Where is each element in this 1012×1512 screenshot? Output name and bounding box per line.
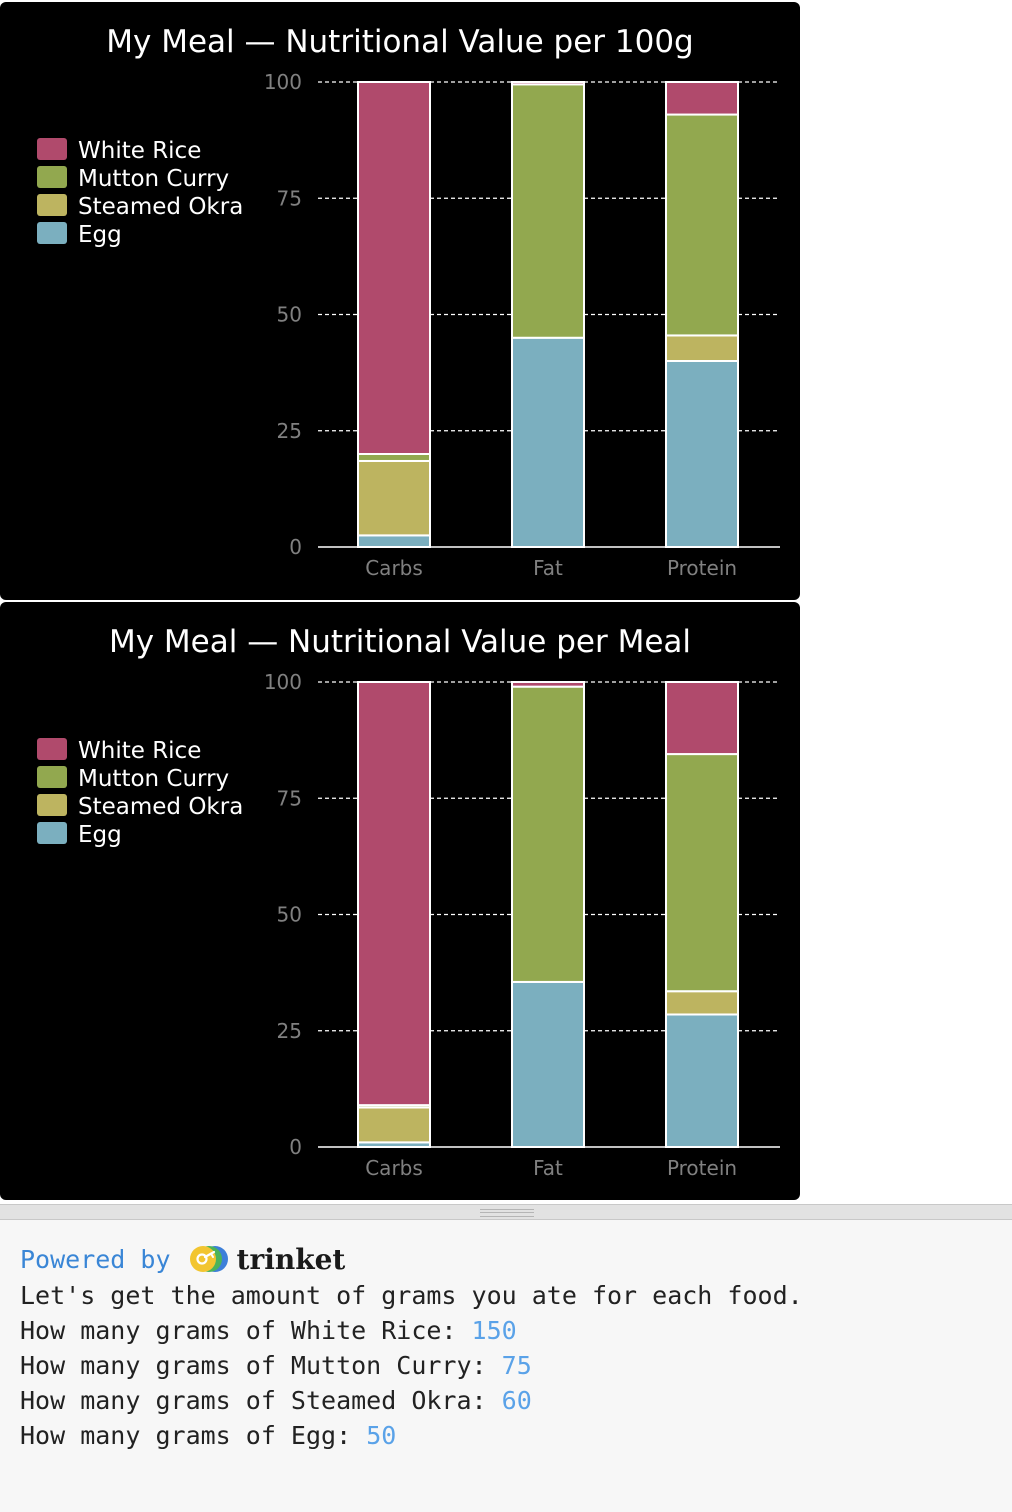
- x-tick-label: Fat: [533, 556, 563, 580]
- console-intro-line: Let's get the amount of grams you ate fo…: [20, 1281, 803, 1310]
- bar-segment: [665, 753, 739, 993]
- x-tick-label: Protein: [667, 1156, 737, 1180]
- chart-title: My Meal — Nutritional Value per 100g: [106, 24, 693, 60]
- graphics-output-area: My Meal — Nutritional Value per 100g 0 25 5…: [0, 2, 800, 1200]
- prompt-text: How many grams of Mutton Curry:: [20, 1351, 502, 1380]
- bar-segment: [665, 1013, 739, 1148]
- bar-segment: [357, 681, 431, 1107]
- chart-per-meal: My Meal — Nutritional Value per Meal 0 25 5…: [0, 602, 800, 1200]
- legend-swatch: [37, 794, 67, 816]
- console-output: Powered by trinket Let's get the amount …: [20, 1240, 1000, 1453]
- legend-swatch: [37, 822, 67, 844]
- x-tick-label: Carbs: [365, 556, 423, 580]
- legend-swatch: [37, 166, 67, 188]
- x-tick-label: Fat: [533, 1156, 563, 1180]
- trinket-logo-icon: [189, 1246, 228, 1272]
- console-prompt-line: How many grams of Egg: 50: [20, 1418, 1000, 1453]
- chart-per-meal-svg: My Meal — Nutritional Value per Meal 0 25 5…: [37, 624, 780, 1180]
- prompt-answer: 60: [501, 1386, 532, 1415]
- console-prompt-line: How many grams of White Rice: 150: [20, 1313, 1000, 1348]
- y-tick-label: 100: [264, 670, 302, 694]
- bar-segment: [665, 360, 739, 548]
- bar-segment: [357, 453, 431, 462]
- legend-label: Mutton Curry: [78, 166, 229, 192]
- y-tick-label: 0: [289, 535, 302, 559]
- legend-label: Egg: [78, 822, 122, 848]
- chart-per-100g: My Meal — Nutritional Value per 100g 0 25 5…: [0, 2, 800, 600]
- prompt-text: How many grams of Steamed Okra:: [20, 1386, 502, 1415]
- bar-segment: [357, 1106, 431, 1144]
- bar-segment: [357, 81, 431, 455]
- bar-segment: [665, 113, 739, 337]
- bar-segment: [665, 81, 739, 116]
- bar-segment: [357, 534, 431, 548]
- x-tick-label: Protein: [667, 556, 737, 580]
- bar-segment: [357, 459, 431, 537]
- prompt-text: How many grams of White Rice:: [20, 1316, 472, 1345]
- console-prompt-line: How many grams of Mutton Curry: 75: [20, 1348, 1000, 1383]
- legend-swatch: [37, 738, 67, 760]
- bar-segment: [511, 681, 585, 688]
- bar-segment: [511, 685, 585, 983]
- x-tick-label: Carbs: [365, 1156, 423, 1180]
- chart-title: My Meal — Nutritional Value per Meal: [109, 624, 691, 660]
- chart-per-100g-svg: My Meal — Nutritional Value per 100g 0 25 5…: [37, 24, 780, 580]
- trinket-brand: trinket: [236, 1242, 346, 1276]
- legend-swatch: [37, 222, 67, 244]
- y-tick-label: 75: [277, 186, 302, 210]
- legend-label: Egg: [78, 222, 122, 248]
- bar-segment: [511, 336, 585, 548]
- bar-segment: [511, 83, 585, 339]
- prompt-text: How many grams of Egg:: [20, 1421, 367, 1450]
- legend-swatch: [37, 194, 67, 216]
- prompt-answer: 50: [366, 1421, 397, 1450]
- pane-resize-handle[interactable]: [0, 1204, 1012, 1220]
- legend-label: White Rice: [78, 138, 201, 164]
- powered-by-trinket[interactable]: Powered by trinket: [20, 1240, 1000, 1278]
- y-tick-label: 25: [277, 1019, 302, 1043]
- legend-label: Mutton Curry: [78, 766, 229, 792]
- prompt-answer: 75: [501, 1351, 532, 1380]
- powered-by-label: Powered by: [20, 1244, 171, 1274]
- y-tick-label: 25: [277, 419, 302, 443]
- y-tick-label: 50: [277, 903, 302, 927]
- bar-segment: [511, 81, 585, 86]
- legend-label: White Rice: [78, 738, 201, 764]
- legend-label: Steamed Okra: [78, 194, 243, 220]
- prompt-answer: 150: [471, 1316, 517, 1345]
- y-tick-label: 0: [289, 1135, 302, 1159]
- y-tick-label: 100: [264, 70, 302, 94]
- legend-swatch: [37, 766, 67, 788]
- bar-segment: [665, 681, 739, 756]
- bar-segment: [665, 334, 739, 362]
- grip-icon: [480, 1209, 534, 1217]
- bar-segment: [665, 990, 739, 1016]
- legend-swatch: [37, 138, 67, 160]
- y-tick-label: 50: [277, 303, 302, 327]
- legend-label: Steamed Okra: [78, 794, 243, 820]
- y-tick-label: 75: [277, 786, 302, 810]
- console-prompt-line: How many grams of Steamed Okra: 60: [20, 1383, 1000, 1418]
- bar-segment: [511, 980, 585, 1148]
